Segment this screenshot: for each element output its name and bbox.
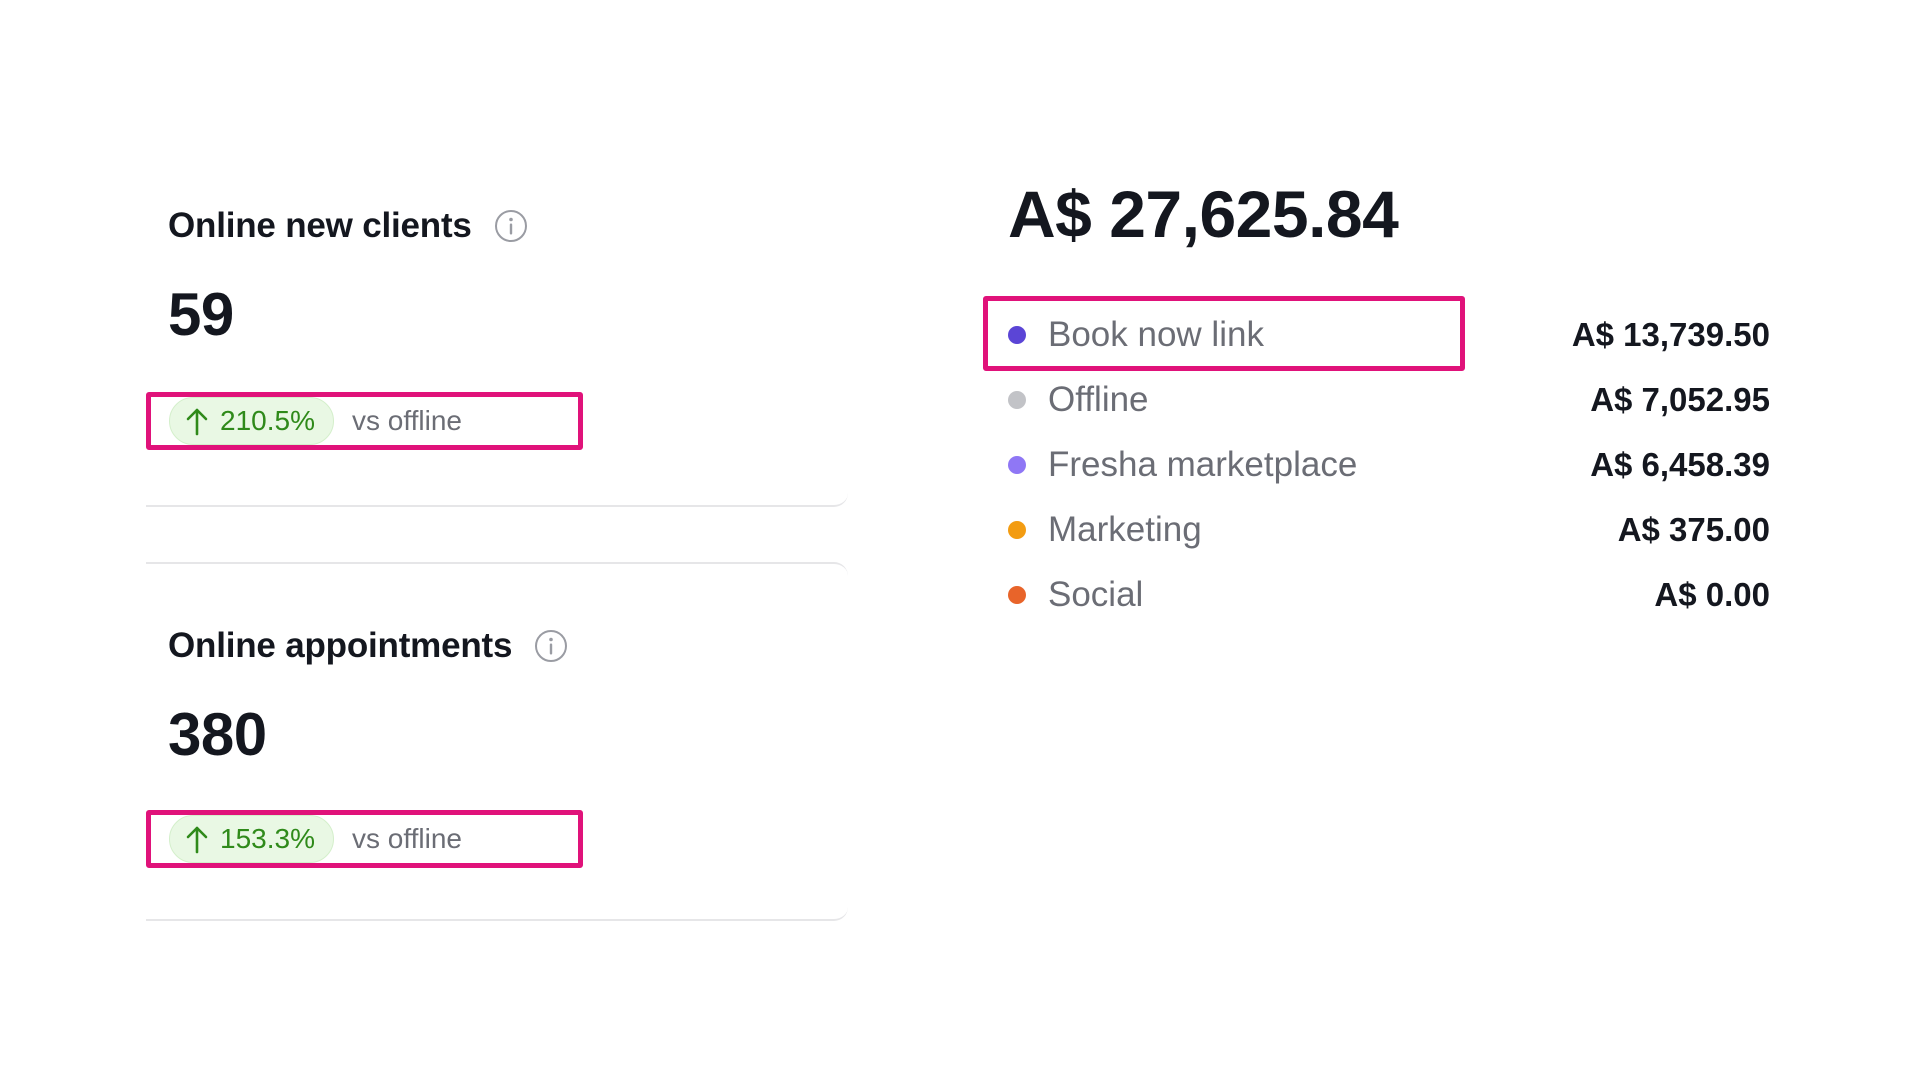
stat-card-header: Online appointments <box>168 626 568 666</box>
legend-dot <box>1008 455 1026 474</box>
list-item: Offline A$ 7,052.95 <box>1008 367 1770 432</box>
delta-value: 153.3% <box>220 823 315 854</box>
list-item-value: A$ 0.00 <box>1654 575 1770 613</box>
list-item-label: Marketing <box>1048 509 1202 549</box>
stat-card-online-appointments: Online appointments 380 153.3% <box>146 562 848 921</box>
info-icon[interactable] <box>534 629 568 663</box>
total-revenue: A$ 27,625.84 <box>1008 177 1399 251</box>
list-item-label: Book now link <box>1048 314 1264 354</box>
legend-dot <box>1008 390 1026 409</box>
list-item-value: A$ 375.00 <box>1617 510 1770 548</box>
delta-value: 210.5% <box>220 405 315 436</box>
delta-badge: 153.3% <box>169 815 334 863</box>
revenue-breakdown-list: Book now link A$ 13,739.50 Offline A$ 7,… <box>1008 302 1770 627</box>
list-item-value: A$ 13,739.50 <box>1571 315 1770 353</box>
list-item: Book now link A$ 13,739.50 <box>1008 302 1770 367</box>
legend-dot <box>1008 585 1026 604</box>
stat-card-value: 380 <box>168 701 267 768</box>
list-item: Social A$ 0.00 <box>1008 562 1770 627</box>
comparison-highlight: 210.5% vs offline <box>146 392 583 450</box>
list-item: Marketing A$ 375.00 <box>1008 497 1770 562</box>
comparison-label: vs offline <box>351 405 462 436</box>
stat-card-title: Online appointments <box>168 626 513 665</box>
stat-card-header: Online new clients <box>168 206 528 246</box>
legend-dot <box>1008 325 1026 344</box>
stat-card-value: 59 <box>168 281 234 348</box>
comparison-highlight: 153.3% vs offline <box>146 810 583 868</box>
list-item-label: Offline <box>1048 379 1149 419</box>
arrow-up-icon <box>184 406 210 436</box>
book-now-link-highlight <box>983 296 1465 371</box>
stat-card-title: Online new clients <box>168 206 472 245</box>
comparison-label: vs offline <box>351 823 462 854</box>
delta-badge: 210.5% <box>169 397 334 445</box>
stat-card-online-new-clients: Online new clients 59 210.5% <box>146 180 848 507</box>
list-item: Fresha marketplace A$ 6,458.39 <box>1008 432 1770 497</box>
arrow-up-icon <box>184 824 210 854</box>
list-item-value: A$ 7,052.95 <box>1590 380 1770 418</box>
list-item-label: Social <box>1048 574 1144 614</box>
legend-dot <box>1008 520 1026 539</box>
info-icon[interactable] <box>494 209 528 243</box>
list-item-label: Fresha marketplace <box>1048 444 1358 484</box>
list-item-value: A$ 6,458.39 <box>1590 445 1770 483</box>
